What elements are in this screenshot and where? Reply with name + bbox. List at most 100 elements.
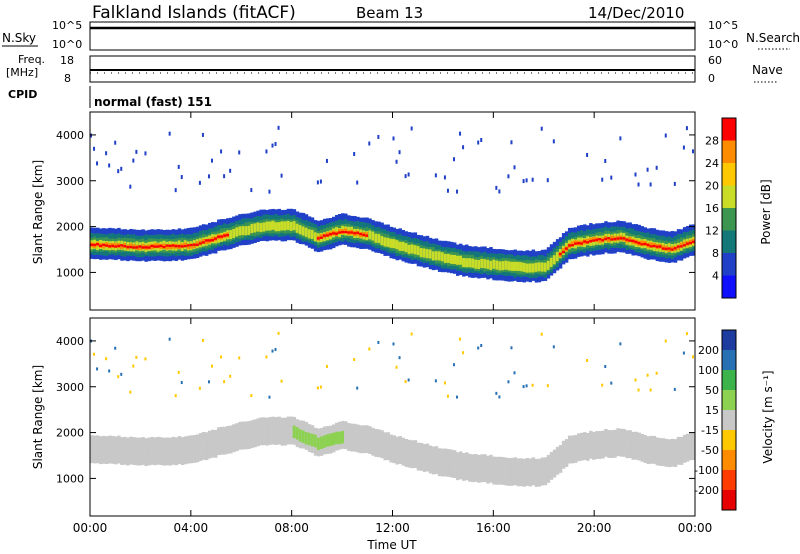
power-echo-cell <box>201 241 206 244</box>
xtick-label: 12:00 <box>375 521 410 535</box>
colorbar-tick-label: -15 <box>701 424 719 437</box>
power-echo-cell <box>250 224 254 234</box>
power-echo-cell <box>619 237 623 240</box>
velocity-echo-cell <box>395 445 399 459</box>
power-scatter-cell <box>268 189 271 194</box>
power-echo-cell <box>610 235 614 241</box>
power-scatter-cell <box>108 163 111 168</box>
power-echo-cell <box>625 238 629 241</box>
velocity-echo-cell <box>407 448 412 462</box>
power-echo-cell <box>268 221 272 231</box>
power-echo-cell <box>189 243 194 249</box>
xaxis-label: Time UT <box>366 538 417 552</box>
power-echo-cell <box>99 244 103 247</box>
velocity-echo-cell <box>489 464 493 477</box>
colorbar-tick-label: 8 <box>712 247 719 260</box>
power-scatter-cell <box>434 173 437 178</box>
velocity-echo-cell <box>268 426 272 439</box>
power-echo-cell <box>280 221 284 231</box>
power-echo-cell <box>262 222 266 232</box>
power-scatter-cell <box>377 134 380 139</box>
power-echo-cell <box>607 236 611 240</box>
power-scatter-cell <box>691 149 694 154</box>
xtick-label: 00:00 <box>678 521 713 535</box>
power-scatter-cell <box>207 174 210 179</box>
power-scatter-cell <box>443 175 446 180</box>
power-echo-cell <box>567 244 572 247</box>
power-echo-cell <box>392 239 396 249</box>
power-scatter-cell <box>220 149 223 154</box>
power-echo-cell <box>546 260 551 270</box>
velocity-echo-cell <box>667 448 672 461</box>
velocity-echo-cell <box>567 445 572 459</box>
power-echo-cell <box>126 245 130 249</box>
velocity-echo-cell <box>165 445 170 458</box>
nave-tick-bottom: 0 <box>708 72 715 85</box>
power-scatter-cell <box>280 173 283 178</box>
velocity-scatter-cell <box>223 380 226 384</box>
velocity-scatter-cell <box>655 371 658 375</box>
power-scatter-cell <box>634 172 637 177</box>
velocity-echo-cell <box>459 461 463 474</box>
power-echo-cell <box>220 235 224 238</box>
velocity-scatter-cell <box>552 345 555 349</box>
power-echo-cell <box>528 263 533 273</box>
velocity-echo-cell <box>250 428 254 442</box>
velocity-echo-cell <box>664 447 669 460</box>
velocity-echo-cell <box>422 452 427 466</box>
power-echo-cell <box>386 237 390 247</box>
power-scatter-cell <box>646 167 649 172</box>
velocity-echo-cell <box>555 455 560 469</box>
velocity-scatter-cell <box>395 365 398 369</box>
power-echo-cell <box>492 259 496 269</box>
colorbar-tick-label: 100 <box>698 364 719 377</box>
velocity-scatter-cell <box>507 380 510 384</box>
velocity-echo-cell <box>235 431 239 444</box>
power-echo-cell <box>570 244 575 247</box>
velocity-echo-cell <box>156 445 160 459</box>
power-echo-cell <box>377 234 381 244</box>
velocity-scatter-cell <box>353 357 356 361</box>
power-echo-cell <box>271 220 275 230</box>
colorbar-segment <box>722 185 736 209</box>
power-echo-cell <box>634 240 638 244</box>
colorbar-segment <box>722 140 736 164</box>
velocity-echo-cell <box>431 453 436 467</box>
velocity-scatter-cell <box>531 383 534 387</box>
power-scatter-cell <box>604 158 607 163</box>
power-echo-cell <box>223 234 227 237</box>
freq-tick-top: 18 <box>60 54 74 67</box>
velocity-echo-cell <box>171 445 176 459</box>
power-echo-cell <box>586 241 590 244</box>
power-scatter-cell <box>410 126 413 131</box>
velocity-scatter-cell <box>546 384 549 388</box>
velocity-scatter-cell <box>265 355 268 359</box>
velocity-echo-cell <box>604 437 608 450</box>
velocity-colorbar-label: Velocity [m s⁻¹] <box>761 370 775 463</box>
nsky-tick-bottom: 10^0 <box>52 38 82 51</box>
power-echo-cell <box>295 223 300 233</box>
velocity-ytick-label: 4000 <box>56 335 84 348</box>
power-scatter-cell <box>446 188 449 193</box>
power-echo-cell <box>652 244 657 248</box>
power-echo-cell <box>570 241 575 247</box>
velocity-ytick-label: 2000 <box>56 427 84 440</box>
power-scatter-cell <box>525 178 528 183</box>
power-echo-cell <box>489 260 493 270</box>
velocity-echo-cell <box>144 446 148 460</box>
velocity-echo-cell <box>462 461 466 474</box>
power-scatter-cell <box>144 151 147 156</box>
velocity-scatter-cell <box>513 371 516 375</box>
velocity-echo-cell <box>262 426 266 439</box>
power-echo-cell <box>543 262 548 272</box>
power-echo-cell <box>465 258 469 268</box>
beam-label: Beam 13 <box>356 4 423 22</box>
colorbar-frame <box>721 117 737 299</box>
power-echo-cell <box>434 251 439 261</box>
power-echo-cell <box>598 237 602 241</box>
power-scatter-cell <box>610 175 613 180</box>
power-echo-cell <box>589 240 593 243</box>
power-echo-cell <box>241 226 245 236</box>
power-echo-cell <box>105 244 109 247</box>
velocity-echo-cell <box>274 426 278 439</box>
